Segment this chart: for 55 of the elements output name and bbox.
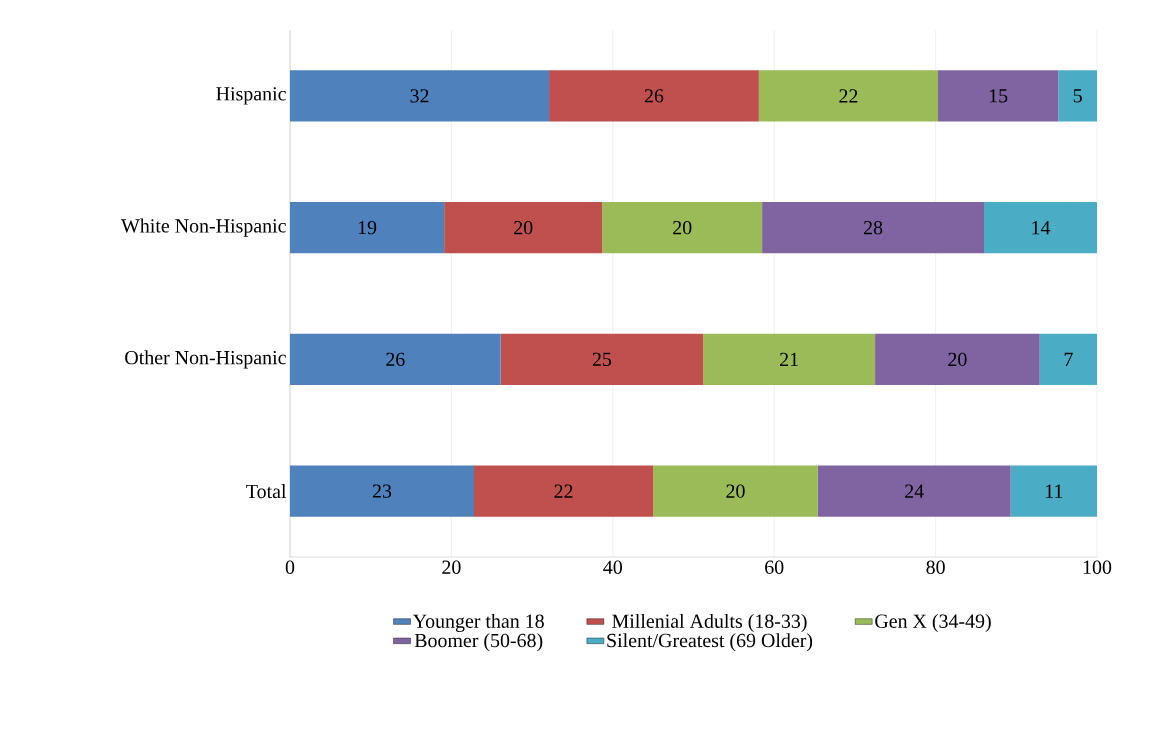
- y-tick-label: Hispanic: [216, 87, 286, 105]
- x-tick-label: 80: [926, 560, 945, 574]
- legend-label: Younger than 18: [412, 613, 544, 633]
- data-label: 20: [948, 352, 967, 367]
- bar: [653, 465, 818, 517]
- bar: [758, 70, 939, 122]
- bar: [602, 201, 763, 254]
- data-label: 22: [839, 89, 858, 103]
- bar: [290, 333, 501, 386]
- bar: [444, 201, 603, 254]
- bar: [474, 465, 654, 517]
- bar: [703, 333, 876, 386]
- data-label: 19: [358, 220, 377, 235]
- x-tick-label: 20: [442, 560, 461, 574]
- bar: [938, 70, 1059, 122]
- legend-label: Millenial Adults (18-33): [612, 613, 807, 632]
- bar: [549, 70, 759, 122]
- data-label: 21: [780, 352, 798, 366]
- data-label: 14: [1032, 221, 1051, 235]
- data-label: 5: [1073, 89, 1082, 103]
- x-tick-label: 60: [765, 560, 784, 574]
- data-label: 25: [592, 352, 612, 367]
- data-label: 7: [1064, 352, 1073, 366]
- data-label: 26: [386, 352, 405, 367]
- data-label: 26: [644, 89, 664, 103]
- data-label: 23: [372, 484, 392, 498]
- legend-label: Boomer (50-68): [414, 633, 543, 652]
- bar: [500, 333, 704, 386]
- data-label: 15: [989, 89, 1008, 103]
- bar: [1010, 465, 1098, 517]
- bar: [817, 465, 1011, 517]
- bar: [290, 465, 474, 517]
- bar: [875, 333, 1040, 386]
- data-label: 20: [726, 484, 745, 498]
- data-label: 20: [514, 220, 533, 235]
- data-label: 22: [554, 484, 573, 498]
- bar: [984, 201, 1098, 254]
- x-tick-label: 40: [603, 560, 623, 574]
- bar: [290, 201, 445, 254]
- data-label: 28: [863, 220, 883, 235]
- y-tick-label: Total: [246, 484, 287, 499]
- x-tick-label: 0: [285, 560, 295, 574]
- bar: [290, 70, 550, 122]
- data-label: 11: [1045, 484, 1063, 498]
- legend-label: Gen X (34-49): [875, 613, 991, 632]
- bar: [762, 201, 985, 254]
- data-label: 24: [905, 484, 924, 498]
- data-label: 32: [410, 89, 429, 103]
- x-tick-label: 100: [1083, 560, 1112, 574]
- data-label: 20: [673, 220, 692, 235]
- y-tick-label: White Non-Hispanic: [121, 218, 286, 237]
- bar: [1058, 70, 1098, 122]
- y-tick-label: Other Non-Hispanic: [125, 350, 286, 369]
- bar: [1039, 333, 1098, 386]
- legend-label: Silent/Greatest (69 Older): [607, 633, 813, 652]
